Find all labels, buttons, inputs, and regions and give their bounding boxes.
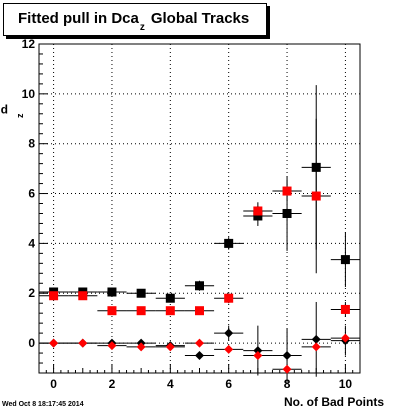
timestamp: Wed Oct 8 18:17:45 2014	[2, 401, 84, 408]
x-tick-label: 2	[109, 377, 116, 391]
data-point	[282, 364, 292, 374]
data-point	[195, 338, 204, 348]
title-subscript: z	[139, 22, 145, 33]
axes: 0 2 4 6 8 10 0 2 4 6 8 10 12	[22, 37, 361, 391]
y-tick-label: 4	[28, 236, 35, 250]
y-tick-label: 8	[28, 137, 35, 151]
y-tick-label: 12	[22, 37, 36, 51]
y-axis-label-subscript: z	[15, 113, 25, 119]
data-point	[78, 338, 88, 348]
y-tick-label: 6	[28, 187, 35, 201]
data-series-3	[39, 333, 360, 374]
y-tick-label: 2	[28, 286, 35, 300]
data-point	[282, 186, 292, 196]
data-point	[165, 342, 175, 352]
data-point	[165, 293, 175, 303]
grid-lines	[39, 43, 360, 373]
data-point	[224, 328, 234, 338]
data-point	[136, 306, 146, 316]
data-point	[195, 281, 204, 291]
data-point	[78, 291, 88, 301]
data-point	[311, 334, 321, 344]
title-box: Fitted pull in Dcaz Global Tracks	[3, 3, 267, 36]
data-point	[107, 341, 117, 351]
data-point	[340, 333, 350, 343]
x-tick-label: 6	[225, 377, 232, 391]
data-point	[253, 346, 263, 356]
data-point	[224, 344, 234, 354]
x-axis-label: No. of Bad Points	[284, 395, 384, 409]
title-main: Fitted pull in Dca	[18, 10, 139, 27]
x-tick-label: 8	[284, 377, 291, 391]
data-point	[224, 293, 234, 303]
data-series-1	[39, 118, 360, 317]
x-tick-label: 10	[339, 377, 353, 391]
data-point	[340, 304, 350, 314]
x-tick-label: 0	[50, 377, 57, 391]
y-axis-label-wrap: pull in Dca z	[0, 104, 25, 119]
data-point	[136, 288, 146, 298]
x-tick-label: 4	[167, 377, 174, 391]
data-point	[282, 351, 292, 361]
data-point	[165, 306, 175, 316]
data-point	[195, 306, 204, 316]
chart-title: Fitted pull in Dcaz Global Tracks	[18, 10, 250, 33]
data-point	[282, 208, 292, 218]
data-point	[311, 342, 321, 352]
y-axis-label: pull in Dca z	[0, 104, 25, 119]
data-points	[39, 85, 360, 383]
data-point	[340, 255, 350, 265]
data-point	[107, 306, 117, 316]
data-point	[253, 351, 263, 361]
data-point	[253, 206, 263, 216]
y-tick-label: 0	[28, 336, 35, 350]
data-point	[49, 291, 59, 301]
y-tick-label: 10	[22, 87, 36, 101]
data-point	[107, 287, 117, 297]
data-point	[49, 338, 59, 348]
data-point	[224, 238, 234, 248]
title-rest: Global Tracks	[150, 10, 250, 27]
data-point	[311, 191, 321, 201]
y-axis-label-main: pull in Dca	[0, 104, 8, 118]
data-point	[195, 351, 204, 361]
data-point	[136, 342, 146, 352]
